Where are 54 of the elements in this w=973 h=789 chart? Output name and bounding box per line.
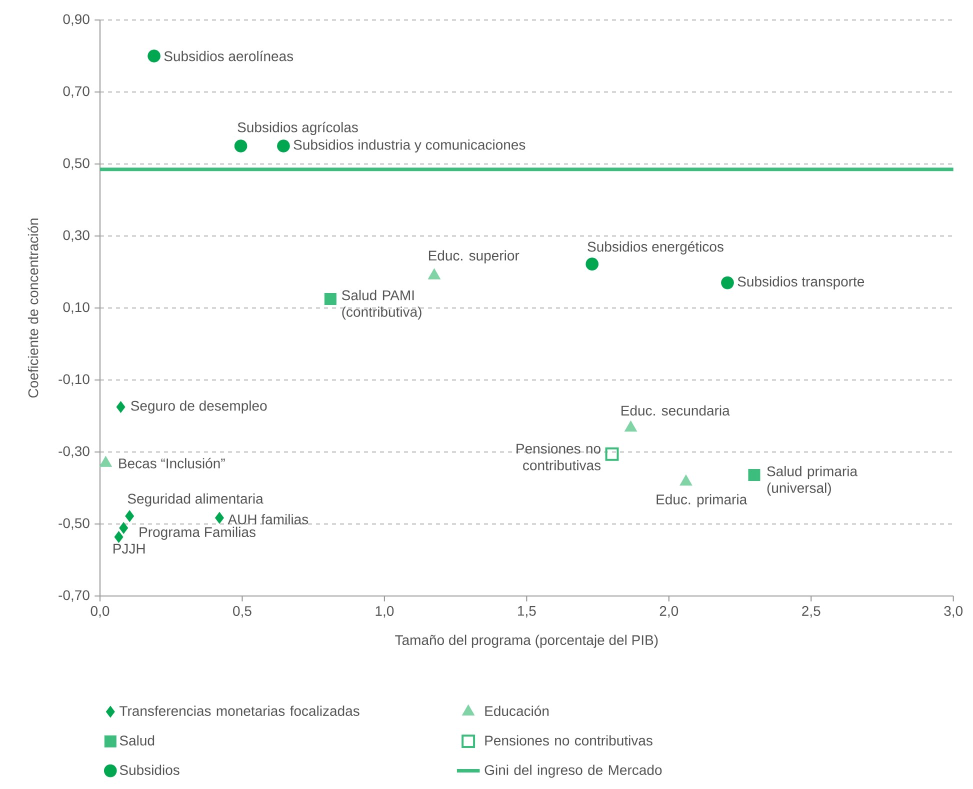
legend-label: Pensiones no contributivas <box>485 735 652 746</box>
y-axis-title: Coeficiente de concentración <box>28 218 38 398</box>
annotation: Programa Familias <box>140 526 256 540</box>
x-tick-label: 0,5 <box>233 606 252 618</box>
annotation: Seguridad alimentaria <box>128 493 264 506</box>
annotation: Subsidios transporte <box>738 276 864 290</box>
x-tick-label: 2,5 <box>802 606 820 618</box>
annotation: Subsidios industria y comunicaciones <box>294 139 526 153</box>
x-tick-label: 2,0 <box>660 606 678 618</box>
y-tick-label: 0,50 <box>63 158 90 170</box>
annotation: Salud primaria (universal) <box>767 466 858 496</box>
y-tick-label: 0,30 <box>63 230 90 242</box>
point <box>234 140 248 152</box>
y-tick-label: 0,90 <box>63 14 90 26</box>
point <box>277 140 290 152</box>
legend-label: Salud <box>120 735 154 746</box>
legend-label: Transferencias monetarias focalizadas <box>120 706 360 716</box>
y-tick-label: -0,10 <box>58 374 90 386</box>
point <box>148 50 160 62</box>
annotation: Educ. primaria <box>656 494 748 508</box>
x-tick-label: 1,0 <box>376 606 394 618</box>
point <box>215 512 224 524</box>
point <box>605 447 619 461</box>
y-tick-label: 0,10 <box>63 302 90 314</box>
legend-label: Educación <box>485 706 549 716</box>
x-tick-label: 3,0 <box>944 606 963 618</box>
y-tick-label: -0,70 <box>58 590 90 602</box>
point <box>119 522 128 534</box>
annotation: Pensiones no contributivas <box>516 443 601 470</box>
x-tick-label: 0,0 <box>90 606 110 618</box>
point <box>116 401 126 413</box>
point <box>586 258 598 270</box>
x-tick-label: 1,5 <box>518 606 536 618</box>
point <box>114 531 124 543</box>
annotation: Subsidios energéticos <box>588 241 724 254</box>
annotation: Becas “Inclusión” <box>119 458 225 468</box>
annotation: Educ. secundaria <box>622 405 730 416</box>
y-tick-label: -0,50 <box>58 518 90 530</box>
annotation: Subsidios aerolíneas <box>164 50 294 62</box>
legend-label: Gini del ingreso de Mercado <box>484 764 662 778</box>
point <box>748 469 760 482</box>
annotation: Subsidios agrícolas <box>238 122 358 136</box>
annotation: PJJH <box>114 544 145 554</box>
x-axis-title: Tamaño del programa (porcentaje del PIB) <box>395 634 658 648</box>
annotation: Educ. superior <box>428 250 520 264</box>
y-tick-label: 0,70 <box>63 86 90 98</box>
point <box>324 292 336 305</box>
annotation: AUH familias <box>228 514 308 524</box>
annotation: Seguro de desempleo <box>130 400 267 414</box>
y-tick-label: -0,30 <box>58 446 90 458</box>
annotation: Salud PAMI (contributiva) <box>342 290 422 320</box>
legend-label: Subsidios <box>120 764 180 776</box>
point <box>721 276 734 290</box>
point <box>125 510 134 522</box>
